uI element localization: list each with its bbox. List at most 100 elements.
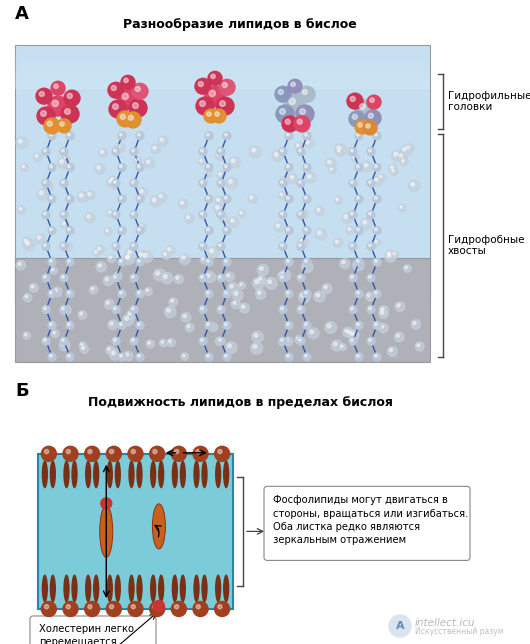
- Circle shape: [19, 207, 22, 210]
- Circle shape: [285, 290, 293, 298]
- Circle shape: [45, 450, 49, 453]
- Circle shape: [60, 242, 68, 251]
- Circle shape: [130, 211, 138, 219]
- Circle shape: [66, 132, 74, 140]
- Circle shape: [314, 291, 325, 302]
- Circle shape: [126, 310, 136, 319]
- Circle shape: [80, 345, 89, 354]
- Circle shape: [113, 307, 116, 310]
- Circle shape: [385, 250, 395, 260]
- Circle shape: [258, 265, 269, 276]
- Circle shape: [225, 342, 237, 354]
- Ellipse shape: [180, 460, 186, 488]
- Circle shape: [43, 307, 46, 310]
- Circle shape: [220, 216, 228, 224]
- Circle shape: [204, 109, 218, 123]
- Circle shape: [136, 158, 138, 161]
- Circle shape: [379, 309, 388, 318]
- Circle shape: [373, 176, 383, 185]
- Circle shape: [42, 337, 50, 345]
- Circle shape: [391, 166, 393, 169]
- Circle shape: [53, 332, 55, 334]
- Circle shape: [136, 227, 144, 234]
- Circle shape: [150, 196, 161, 207]
- Circle shape: [48, 321, 56, 329]
- Circle shape: [288, 174, 298, 184]
- Circle shape: [118, 90, 138, 109]
- Circle shape: [207, 323, 209, 325]
- Circle shape: [80, 312, 83, 315]
- Circle shape: [375, 165, 377, 167]
- Circle shape: [219, 79, 235, 95]
- Circle shape: [79, 342, 86, 349]
- Circle shape: [187, 325, 190, 328]
- Bar: [38, 454, 233, 609]
- Circle shape: [128, 601, 143, 616]
- Circle shape: [367, 147, 375, 156]
- Circle shape: [198, 158, 206, 166]
- Circle shape: [121, 75, 135, 90]
- Circle shape: [280, 193, 282, 196]
- Circle shape: [68, 323, 70, 325]
- Circle shape: [59, 340, 70, 351]
- Circle shape: [120, 114, 125, 119]
- Circle shape: [61, 339, 64, 341]
- Circle shape: [118, 227, 126, 234]
- Circle shape: [327, 324, 331, 328]
- Circle shape: [375, 355, 377, 357]
- Circle shape: [187, 216, 190, 219]
- Circle shape: [43, 276, 46, 278]
- Circle shape: [355, 290, 363, 298]
- Circle shape: [306, 141, 309, 144]
- Circle shape: [389, 615, 411, 637]
- Circle shape: [255, 289, 266, 299]
- Circle shape: [355, 261, 359, 265]
- Circle shape: [280, 213, 283, 215]
- Circle shape: [315, 229, 326, 240]
- Circle shape: [400, 154, 403, 157]
- Circle shape: [298, 339, 301, 341]
- Circle shape: [364, 164, 368, 167]
- Circle shape: [279, 242, 287, 251]
- Circle shape: [19, 139, 22, 143]
- Circle shape: [341, 345, 343, 347]
- Circle shape: [272, 150, 284, 162]
- Circle shape: [205, 132, 213, 140]
- Circle shape: [310, 330, 314, 334]
- Circle shape: [355, 120, 369, 134]
- Circle shape: [232, 290, 243, 300]
- Circle shape: [23, 332, 30, 339]
- Circle shape: [303, 195, 311, 203]
- Circle shape: [417, 344, 420, 346]
- Circle shape: [381, 325, 384, 328]
- Circle shape: [304, 139, 314, 148]
- Circle shape: [50, 165, 52, 167]
- Circle shape: [400, 145, 411, 156]
- Circle shape: [103, 276, 113, 285]
- Circle shape: [357, 323, 359, 325]
- Circle shape: [223, 164, 231, 171]
- Circle shape: [217, 305, 225, 314]
- Circle shape: [225, 323, 227, 325]
- Circle shape: [340, 259, 350, 269]
- Circle shape: [91, 287, 94, 290]
- Circle shape: [158, 136, 168, 146]
- Circle shape: [120, 323, 122, 325]
- Circle shape: [200, 244, 203, 247]
- Circle shape: [216, 205, 219, 209]
- Circle shape: [200, 100, 205, 106]
- Circle shape: [105, 229, 108, 232]
- Circle shape: [153, 605, 157, 609]
- Circle shape: [42, 179, 50, 187]
- Circle shape: [375, 196, 377, 199]
- Bar: [15, 86, 430, 90]
- Circle shape: [365, 292, 375, 301]
- Circle shape: [151, 144, 161, 154]
- Circle shape: [107, 178, 117, 188]
- Circle shape: [145, 158, 155, 168]
- Circle shape: [400, 206, 402, 208]
- Circle shape: [299, 86, 315, 102]
- Circle shape: [373, 290, 381, 298]
- Circle shape: [217, 198, 219, 201]
- Circle shape: [368, 213, 371, 215]
